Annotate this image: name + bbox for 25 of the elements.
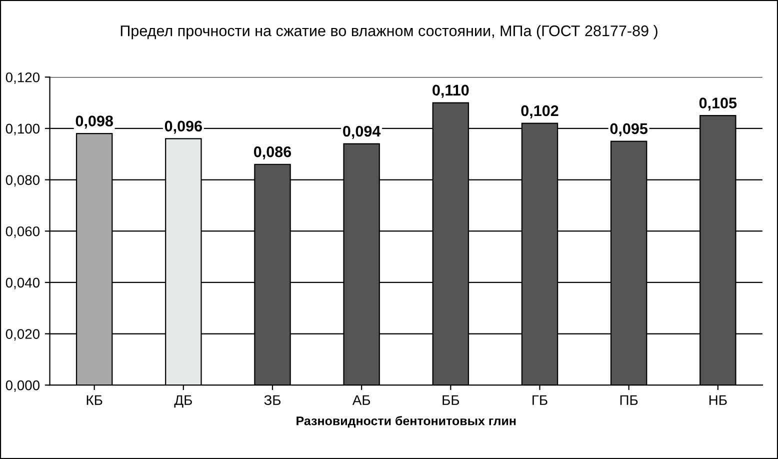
data-label: 0,095 <box>610 123 648 136</box>
x-tick-label: АБ <box>352 395 370 405</box>
data-label: 0,105 <box>699 98 737 111</box>
y-tick-label: 0,040 <box>6 278 40 290</box>
y-tick-label: 0,080 <box>6 175 40 187</box>
y-tick-label: 0,020 <box>6 329 40 341</box>
x-tick-label: ГБ <box>532 395 548 405</box>
data-label: 0,096 <box>164 120 202 134</box>
y-tick-label: 0,120 <box>6 72 40 84</box>
x-tick-label: ПБ <box>620 395 638 405</box>
data-label: 0,094 <box>343 126 381 139</box>
y-tick-label: 0,000 <box>6 380 40 392</box>
data-label: 0,110 <box>432 84 469 98</box>
x-tick-label: ББ <box>442 395 460 405</box>
x-tick-label: ДБ <box>174 395 192 408</box>
data-label: 0,102 <box>521 105 558 118</box>
x-axis-title: Разновидности бентонитовых глин <box>296 416 516 428</box>
y-tick-label: 0,100 <box>6 124 40 136</box>
chart-title: Предел прочности на сжатие во влажном состоянии, МПа (ГОСТ 28177-89 ) <box>120 25 658 40</box>
data-label: 0,098 <box>76 116 113 129</box>
x-tick-label: КБ <box>86 395 102 405</box>
y-tick-label: 0,060 <box>6 226 40 238</box>
x-tick-label: ЗБ <box>264 395 281 406</box>
x-tick-label: НБ <box>709 395 727 405</box>
data-label: 0,086 <box>254 146 292 160</box>
